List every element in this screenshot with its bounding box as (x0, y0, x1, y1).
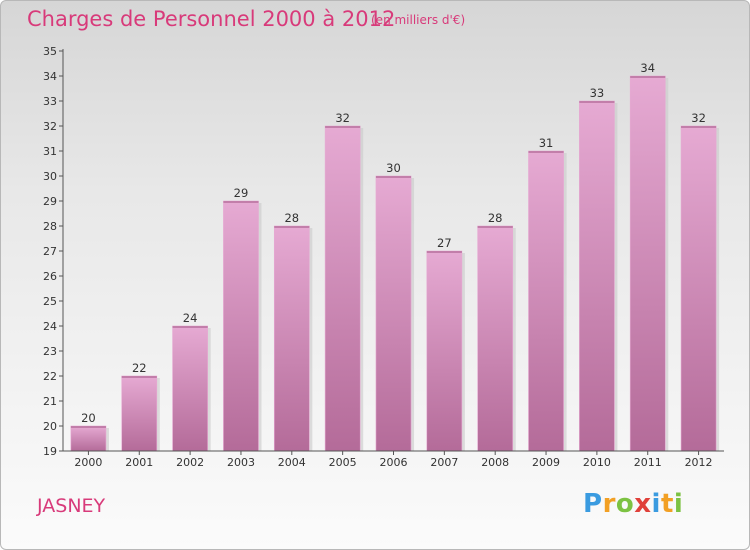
y-tick-label: 23 (43, 345, 57, 358)
bar (223, 200, 259, 452)
x-tick-label: 2002 (176, 456, 204, 469)
x-tick-label: 2011 (634, 456, 662, 469)
x-tick-label: 2007 (430, 456, 458, 469)
bar (375, 175, 412, 452)
data-label: 32 (335, 111, 350, 125)
bar (324, 125, 361, 452)
y-tick-label: 25 (43, 295, 57, 308)
bar-cap (681, 126, 717, 128)
bar-cap (121, 376, 157, 378)
proxiti-logo: Proxiti (583, 489, 683, 519)
data-label: 30 (386, 161, 401, 175)
commune-name: JASNEY (37, 495, 106, 517)
y-tick-label: 22 (43, 370, 57, 383)
y-tick-label: 26 (43, 270, 57, 283)
x-tick-label: 2008 (481, 456, 509, 469)
data-label: 34 (640, 61, 655, 75)
y-tick-label: 33 (43, 95, 57, 108)
data-label: 22 (132, 361, 147, 375)
bar (680, 125, 717, 452)
bar-cap (70, 426, 106, 428)
x-tick-label: 2003 (227, 456, 255, 469)
bar-cap (630, 76, 666, 78)
data-label: 28 (284, 211, 299, 225)
bar-cap (528, 151, 564, 153)
y-tick-label: 31 (43, 145, 57, 158)
x-tick-label: 2010 (583, 456, 611, 469)
logo-letter: i (651, 489, 661, 519)
logo-letter: P (583, 489, 603, 519)
bar-cap (172, 326, 208, 328)
logo-letter: r (602, 489, 616, 519)
data-label: 20 (81, 411, 96, 425)
logo-letter: o (615, 489, 635, 519)
data-label: 24 (183, 311, 198, 325)
y-tick-label: 20 (43, 420, 57, 433)
y-tick-label: 30 (43, 170, 57, 183)
bar (579, 100, 615, 452)
bar-cap (223, 201, 259, 203)
bar (477, 225, 514, 452)
x-tick-label: 2004 (278, 456, 306, 469)
bar (172, 325, 208, 452)
bar-cap (477, 226, 513, 228)
y-tick-label: 24 (43, 320, 57, 333)
x-tick-label: 2005 (329, 456, 357, 469)
bar (426, 250, 463, 452)
bar (629, 75, 666, 452)
bar-cap (325, 126, 361, 128)
chart-title: Charges de Personnel 2000 à 2012 (27, 7, 396, 31)
y-tick-label: 19 (43, 445, 57, 458)
y-tick-label: 29 (43, 195, 57, 208)
bar (273, 225, 310, 452)
bar-cap (375, 176, 412, 178)
data-label: 28 (488, 211, 503, 225)
y-tick-label: 35 (43, 45, 57, 58)
bar-cap (274, 226, 310, 228)
data-label: 33 (590, 86, 605, 100)
x-tick-label: 2009 (532, 456, 560, 469)
chart-subtitle: (en milliers d'€) (371, 13, 466, 27)
y-tick-label: 32 (43, 120, 57, 133)
data-label: 31 (539, 136, 554, 150)
data-label: 32 (691, 111, 706, 125)
x-tick-label: 2001 (125, 456, 153, 469)
bar (121, 375, 158, 452)
logo-letter: t (660, 489, 674, 519)
y-tick-label: 34 (43, 70, 57, 83)
data-label: 29 (234, 186, 249, 200)
x-tick-label: 2006 (380, 456, 408, 469)
bar-cap (579, 101, 615, 103)
y-tick-label: 28 (43, 220, 57, 233)
y-tick-label: 21 (43, 395, 57, 408)
logo-letter: i (673, 489, 684, 519)
y-tick-label: 27 (43, 245, 57, 258)
bar (70, 425, 107, 452)
data-label: 27 (437, 236, 452, 250)
bar-cap (426, 251, 462, 253)
bar (528, 150, 564, 452)
x-tick-label: 2000 (74, 456, 102, 469)
logo-letter: x (634, 489, 652, 519)
x-tick-label: 2012 (685, 456, 713, 469)
